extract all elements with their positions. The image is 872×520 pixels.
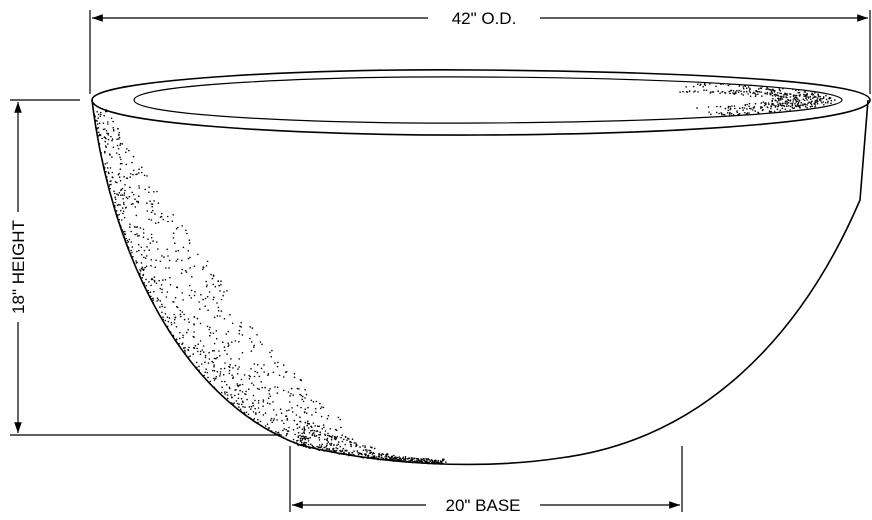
base-dimension-label: 20" BASE xyxy=(445,496,520,515)
bowl-outer-body xyxy=(91,99,869,466)
height-dimension-label: 18" HEIGHT xyxy=(9,220,28,314)
bowl-rim-stipple-shading xyxy=(679,82,836,117)
od-dimension-label: 42" O.D. xyxy=(452,9,517,28)
bowl-rim-outer xyxy=(91,69,871,136)
bowl-body-stipple-shading xyxy=(93,109,447,465)
bowl-rim-inner xyxy=(133,76,843,124)
